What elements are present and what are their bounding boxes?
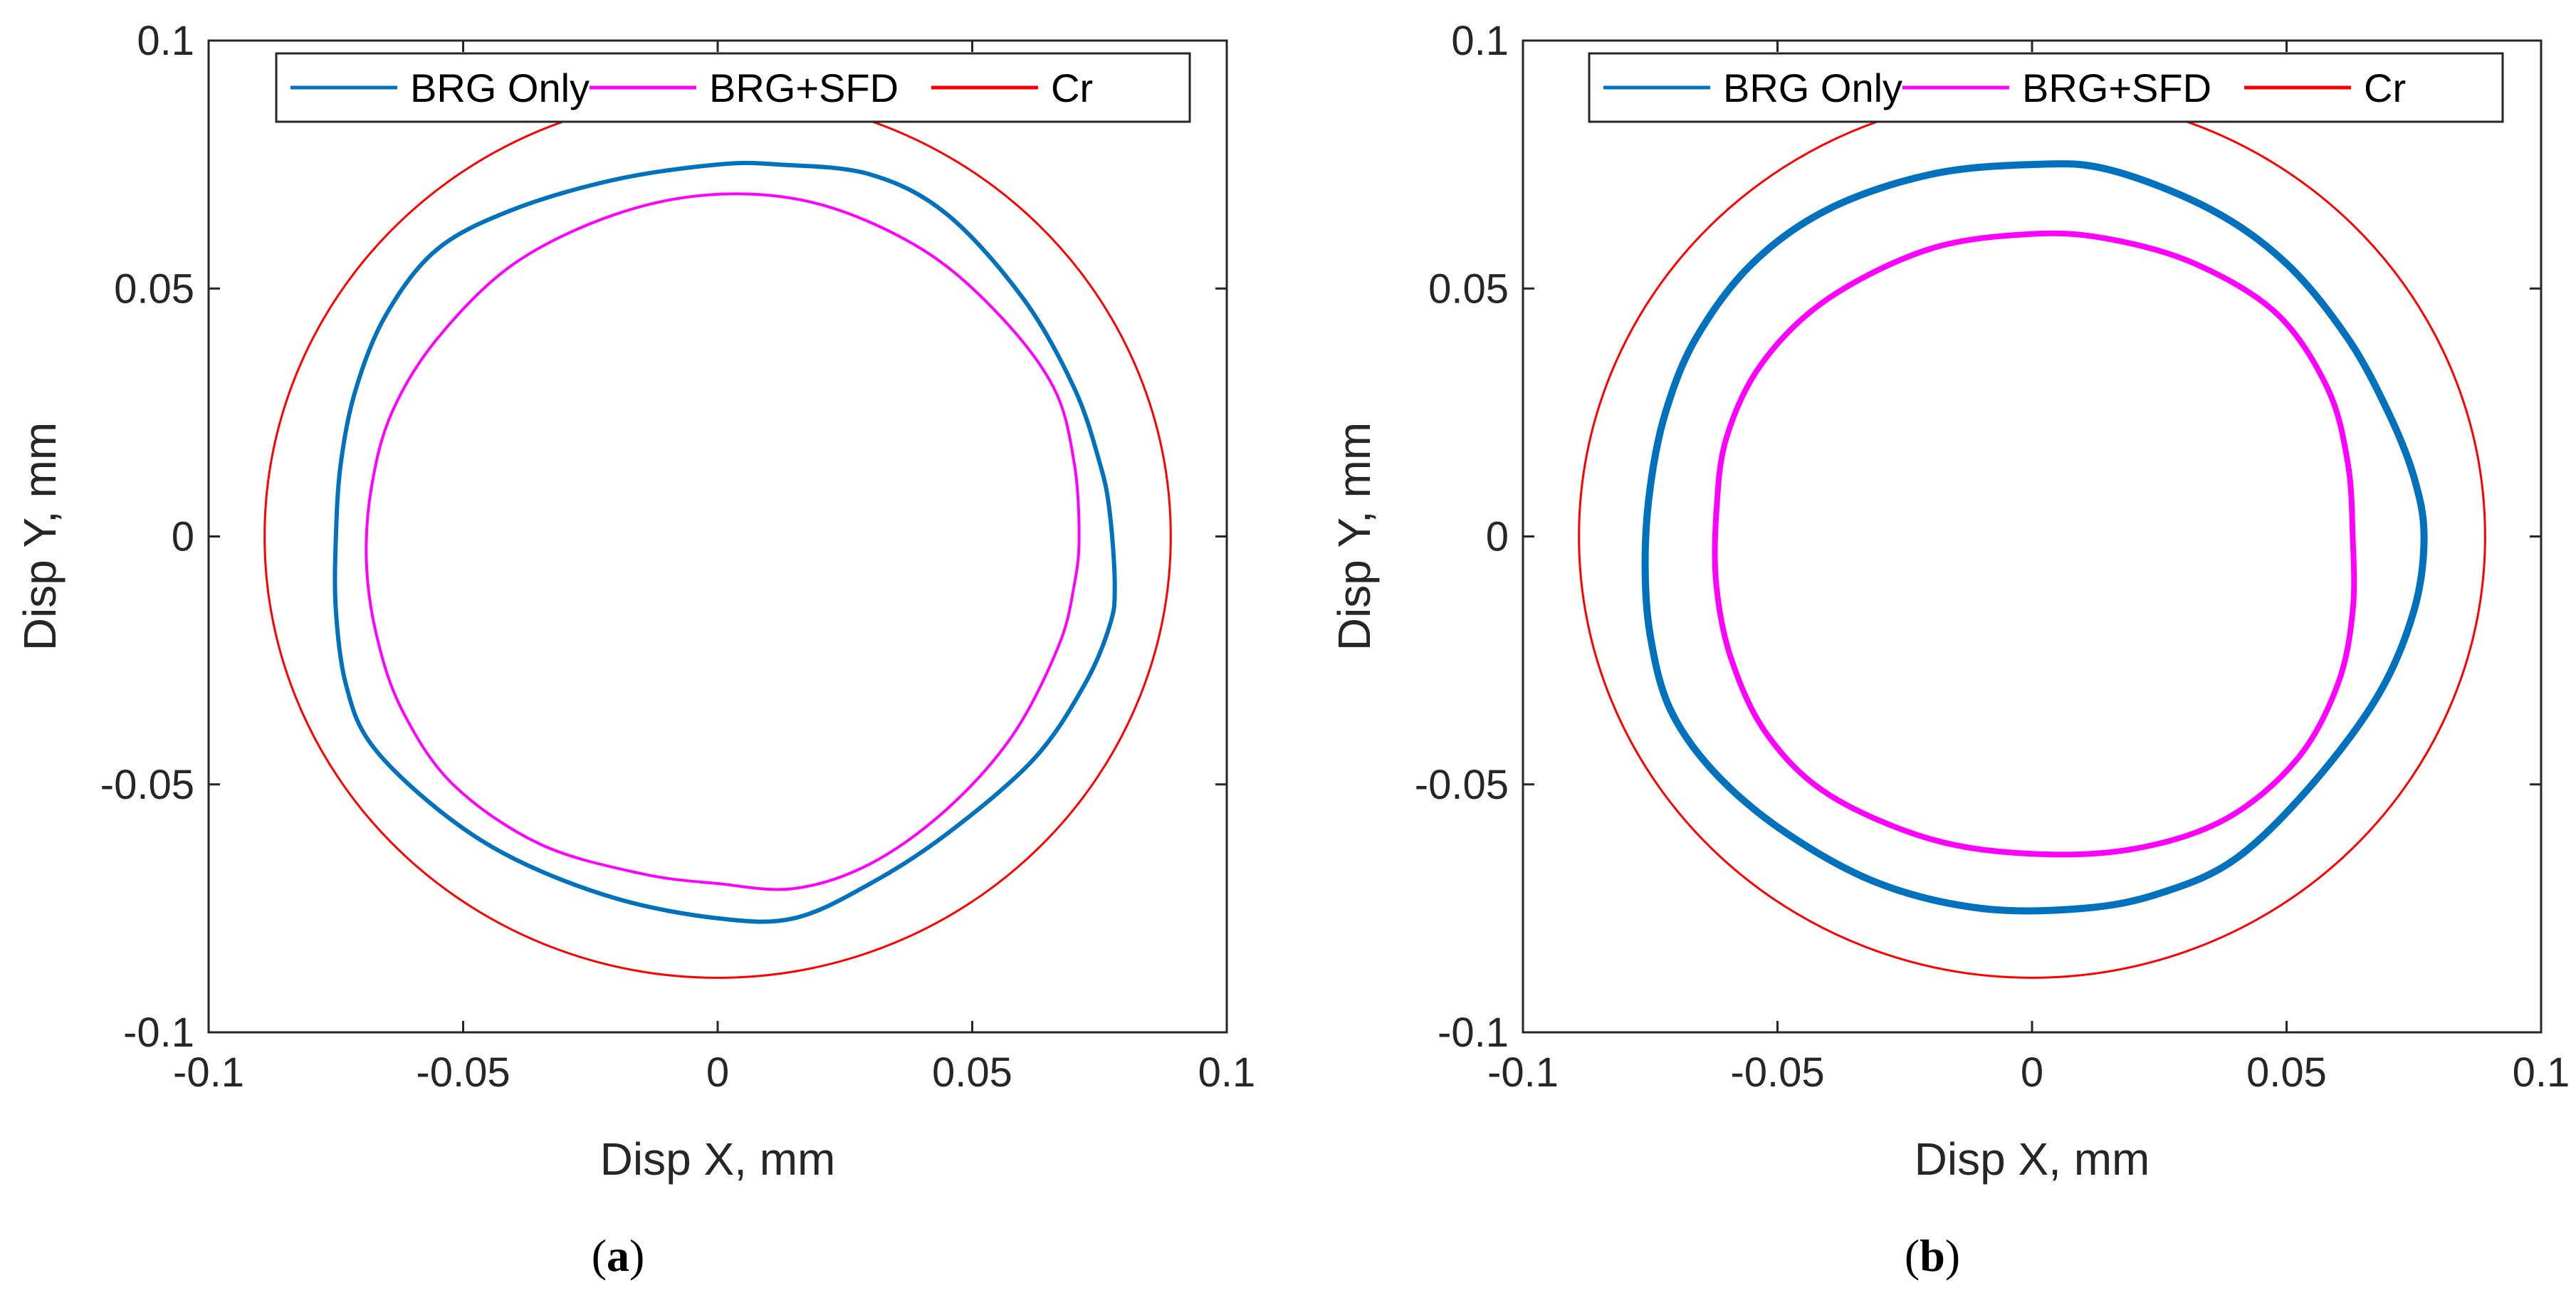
subplot-b: -0.1 -0.05 0 0.05 0.1 -0.1 -0.05 0 0.05 0.1 Disp … — [1329, 18, 2570, 1281]
legend-a: BRG Only BRG+SFD Cr — [275, 52, 1191, 123]
subplot-caption-a: (a) — [592, 1230, 645, 1281]
x-tick-label: -0.1 — [173, 1049, 244, 1096]
series-brg-only-line — [1641, 160, 2428, 915]
caption-open-paren: ( — [592, 1230, 607, 1281]
legend-label-cr: Cr — [2364, 65, 2406, 110]
y-tick-label: 0 — [1486, 514, 1509, 560]
y-axis-label-a: Disp Y, mm — [14, 422, 66, 651]
plot-area-a — [207, 39, 1228, 1034]
y-tick-label: -0.05 — [100, 762, 194, 808]
x-axis-label-b: Disp X, mm — [1915, 1133, 2150, 1185]
series-brg-only-line — [333, 160, 1117, 924]
x-axis-label-a: Disp X, mm — [600, 1133, 836, 1185]
y-tick-label: 0.1 — [1451, 18, 1509, 64]
series-brg-sfd-line — [1712, 230, 2357, 858]
ticks-layer-a: -0.1 -0.05 0 0.05 0.1 -0.1 -0.05 0 0.05 0.1 — [100, 18, 1256, 1096]
series-brg-sfd-line — [365, 192, 1081, 891]
legend-b: BRG Only BRG+SFD Cr — [1588, 52, 2504, 123]
x-tick-label: -0.1 — [1487, 1049, 1559, 1096]
y-axis-label-b: Disp Y, mm — [1329, 422, 1380, 651]
x-tick-label: -0.05 — [416, 1049, 510, 1096]
y-tick-label: 0.05 — [114, 266, 194, 312]
x-tick-label: 0 — [2021, 1049, 2043, 1096]
legend-label-brg-only: BRG Only — [1723, 65, 1902, 110]
subplot-caption-b: (b) — [1905, 1230, 1960, 1281]
x-tick-label: 0.1 — [1198, 1049, 1256, 1096]
y-tick-label: 0 — [172, 514, 194, 560]
x-tick-label: 0.05 — [2246, 1049, 2327, 1096]
x-tick-label: 0.1 — [2513, 1049, 2570, 1096]
x-tick-label: 0 — [706, 1049, 729, 1096]
plot-area-b — [1522, 39, 2543, 1034]
x-tick-label: -0.05 — [1730, 1049, 1824, 1096]
caption-close-paren: ) — [1945, 1230, 1960, 1281]
legend-label-brg-sfd: BRG+SFD — [2022, 65, 2211, 110]
caption-close-paren: ) — [629, 1230, 644, 1281]
legend-label-cr: Cr — [1051, 65, 1093, 110]
x-tick-label: 0.05 — [932, 1049, 1012, 1096]
caption-open-paren: ( — [1905, 1230, 1920, 1281]
y-tick-label: -0.1 — [123, 1010, 194, 1056]
legend-label-brg-sfd: BRG+SFD — [709, 65, 899, 110]
y-tick-label: 0.1 — [137, 18, 194, 64]
legend-label-brg-only: BRG Only — [410, 65, 590, 110]
subplot-a: -0.1 -0.05 0 0.05 0.1 -0.1 -0.05 0 0.05 0.1 Disp … — [14, 18, 1255, 1281]
y-tick-label: -0.05 — [1415, 762, 1509, 808]
y-tick-label: 0.05 — [1428, 266, 1509, 312]
y-tick-label: -0.1 — [1438, 1010, 1509, 1056]
ticks-layer-b: -0.1 -0.05 0 0.05 0.1 -0.1 -0.05 0 0.05 0.1 — [1415, 18, 2570, 1096]
legend-box — [1588, 52, 2504, 123]
caption-letter: b — [1920, 1230, 1945, 1281]
caption-letter: a — [607, 1230, 629, 1281]
